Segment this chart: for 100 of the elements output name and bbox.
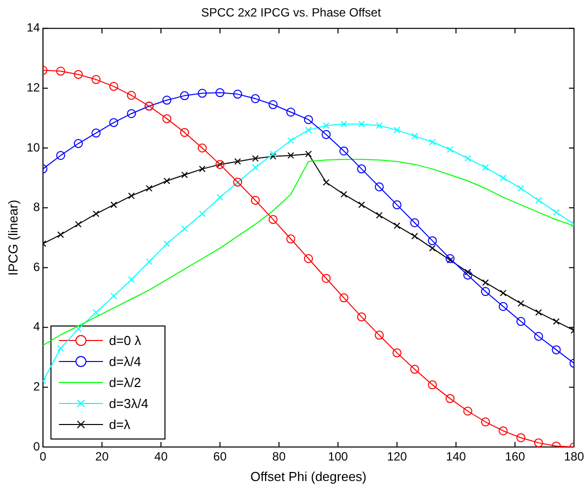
y-tick-label: 6 — [33, 260, 40, 274]
point — [464, 155, 472, 162]
point — [446, 256, 454, 264]
point — [74, 139, 83, 148]
point — [374, 330, 384, 340]
point — [252, 164, 259, 171]
point — [146, 185, 152, 192]
point — [250, 94, 260, 104]
point — [287, 152, 294, 159]
point — [198, 166, 206, 172]
point — [146, 258, 152, 265]
chart-title: SPCC 2x2 IPCG vs. Phase Offset — [201, 6, 382, 20]
point — [250, 196, 260, 205]
point — [322, 274, 331, 283]
point — [446, 146, 454, 153]
point — [198, 88, 207, 98]
point — [109, 118, 118, 128]
point — [75, 326, 82, 332]
point — [305, 126, 312, 134]
point — [410, 364, 420, 374]
point — [429, 138, 436, 146]
point — [340, 191, 348, 198]
point — [552, 318, 560, 325]
point — [322, 122, 330, 129]
point — [270, 150, 276, 158]
point — [518, 300, 524, 307]
legend-label: d=λ/4 — [108, 354, 142, 370]
legend-label: d=λ/2 — [108, 375, 142, 390]
point — [268, 100, 278, 110]
point — [357, 164, 366, 174]
point — [304, 254, 313, 264]
x-tick-label: 180 — [564, 450, 584, 464]
point — [128, 192, 135, 200]
y-tick-label: 0 — [33, 439, 40, 454]
point — [500, 174, 507, 182]
point — [534, 438, 544, 447]
point — [516, 433, 526, 442]
point — [180, 128, 190, 137]
point — [518, 185, 524, 192]
point — [181, 225, 188, 232]
point — [376, 212, 383, 219]
point — [110, 292, 118, 300]
point — [56, 66, 66, 76]
x-axis-title: Offset Phi (degrees) — [250, 468, 367, 484]
x-tick-label: 60 — [213, 450, 227, 464]
y-tick-label: 2 — [33, 380, 40, 394]
point — [286, 108, 296, 117]
point — [57, 231, 64, 238]
x-tick-label: 100 — [328, 450, 348, 464]
y-tick-label: 8 — [33, 200, 40, 214]
point — [410, 218, 420, 228]
point — [339, 146, 348, 156]
point — [162, 96, 172, 105]
x-tick-label: 140 — [446, 450, 466, 464]
point — [463, 270, 472, 280]
point — [463, 406, 472, 416]
point — [92, 210, 100, 218]
point — [394, 222, 400, 230]
point — [198, 144, 207, 152]
point — [535, 196, 542, 204]
point — [429, 244, 436, 252]
point — [215, 88, 224, 98]
point — [233, 90, 242, 99]
point — [480, 417, 490, 426]
point — [446, 254, 455, 264]
point — [109, 82, 118, 91]
y-tick-label: 12 — [26, 80, 40, 95]
point — [128, 276, 135, 283]
point — [339, 293, 348, 302]
x-tick-label: 80 — [272, 450, 286, 464]
point — [126, 109, 136, 118]
point — [126, 90, 136, 100]
point — [234, 158, 241, 165]
point — [482, 164, 489, 171]
point — [552, 208, 560, 216]
x-tick-label: 20 — [95, 450, 109, 464]
point — [394, 126, 400, 134]
point — [74, 70, 83, 79]
point — [164, 178, 170, 184]
point — [340, 120, 348, 128]
point — [552, 345, 561, 354]
point — [500, 290, 507, 296]
y-tick-label: 14 — [26, 20, 40, 35]
legend-label: d=λ — [108, 417, 131, 432]
point — [287, 137, 294, 144]
point — [535, 309, 542, 316]
point — [198, 210, 206, 218]
point — [498, 426, 508, 436]
y-tick-label: 4 — [33, 320, 40, 334]
point — [180, 91, 190, 100]
legend-label: d=3λ/4 — [108, 396, 148, 412]
point — [56, 150, 66, 160]
point — [358, 120, 365, 128]
point — [92, 75, 101, 84]
point — [482, 279, 489, 286]
point — [464, 268, 472, 276]
point — [164, 240, 170, 248]
point — [162, 114, 172, 124]
y-axis-title: IPCG (linear) — [5, 200, 20, 276]
point — [305, 150, 312, 158]
